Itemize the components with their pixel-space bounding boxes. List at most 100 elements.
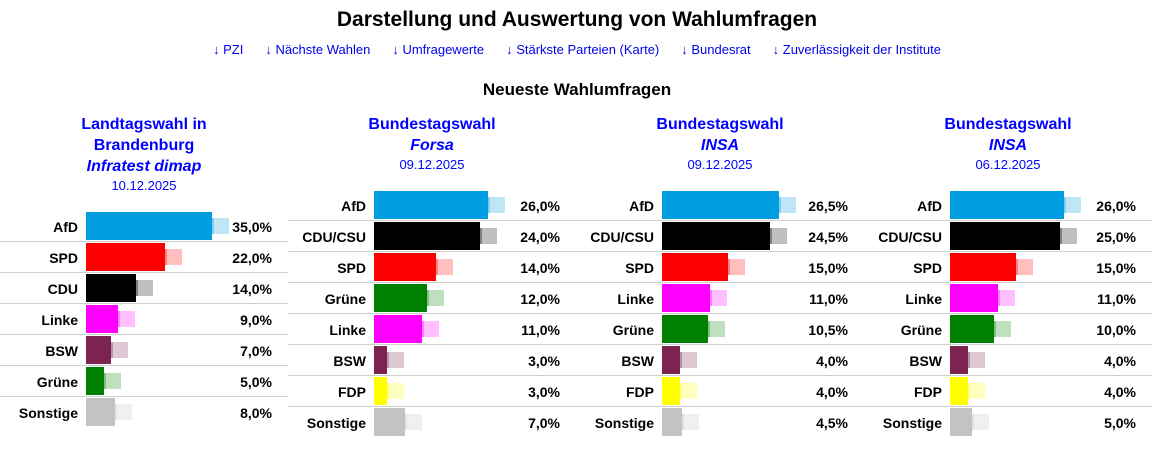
poll-date: 09.12.2025 xyxy=(399,157,465,172)
previous-value-marker-light xyxy=(106,373,121,389)
value-label: 8,0% xyxy=(240,404,272,421)
poll-panel-header: Bundestagswahl INSA 09.12.2025 xyxy=(576,114,864,173)
poll-row: CDU/CSU 25,0% xyxy=(864,221,1152,252)
previous-value-marker xyxy=(475,197,491,213)
party-label: AfD xyxy=(917,197,942,214)
party-label: Grüne xyxy=(36,373,78,390)
previous-value-marker xyxy=(91,373,106,389)
previous-value-marker-light xyxy=(969,352,985,368)
poll-panel: Bundestagswahl INSA 06.12.2025 AfD 26,0% CDU/… xyxy=(864,114,1152,438)
party-label: BSW xyxy=(333,352,366,369)
poll-bar xyxy=(662,222,770,250)
value-label: 4,0% xyxy=(816,352,848,369)
nav-link-bundesrat[interactable]: ↓ Bundesrat xyxy=(681,42,751,57)
party-label: CDU xyxy=(47,280,78,297)
previous-value-marker xyxy=(374,383,390,399)
poll-row: Linke 11,0% xyxy=(288,314,576,345)
bar-cell xyxy=(86,335,232,366)
poll-date: 09.12.2025 xyxy=(687,157,753,172)
bar-cell xyxy=(950,190,1096,221)
value-label: 10,0% xyxy=(1096,321,1136,338)
bar-cell xyxy=(950,407,1096,438)
poll-rows: AfD 26,0% CDU/CSU 24,0% SPD 14,0% Grüne 12,0% Li… xyxy=(288,190,576,438)
party-label: Grüne xyxy=(324,290,366,307)
previous-value-marker xyxy=(695,321,711,337)
previous-value-marker xyxy=(98,342,114,358)
party-label: AfD xyxy=(629,197,654,214)
previous-value-marker-light xyxy=(490,197,506,213)
poll-row: SPD 15,0% xyxy=(864,252,1152,283)
value-label: 4,0% xyxy=(1104,383,1136,400)
poll-bar xyxy=(662,191,779,219)
poll-bar xyxy=(86,243,166,271)
value-label: 7,0% xyxy=(240,342,272,359)
previous-value-marker xyxy=(1051,197,1067,213)
down-arrow-icon: ↓ xyxy=(772,42,780,57)
bar-cell xyxy=(374,252,520,283)
value-label: 7,0% xyxy=(528,414,560,431)
bar-cell xyxy=(86,304,232,335)
previous-value-marker-light xyxy=(389,383,405,399)
party-label: CDU/CSU xyxy=(302,228,366,245)
value-label: 11,0% xyxy=(521,321,560,338)
party-label: Linke xyxy=(329,321,366,338)
poll-bar xyxy=(86,212,212,240)
bar-cell xyxy=(86,273,232,304)
previous-value-marker xyxy=(1047,228,1062,244)
poll-rows: AfD 26,0% CDU/CSU 25,0% SPD 15,0% Linke 11,0% Gr… xyxy=(864,190,1152,438)
value-label: 12,0% xyxy=(520,290,560,307)
bar-cell xyxy=(662,314,808,345)
party-label: SPD xyxy=(337,259,366,276)
bar-cell xyxy=(86,211,232,242)
poll-row: BSW 4,0% xyxy=(864,345,1152,376)
previous-value-marker-light xyxy=(138,280,154,296)
party-label: SPD xyxy=(49,249,78,266)
poll-row: SPD 15,0% xyxy=(576,252,864,283)
value-label: 14,0% xyxy=(232,280,272,297)
bar-cell xyxy=(662,190,808,221)
previous-value-marker-light xyxy=(437,259,453,275)
previous-value-marker-light xyxy=(120,311,136,327)
previous-value-marker xyxy=(422,259,438,275)
previous-value-marker xyxy=(959,414,974,430)
poll-row: Grüne 12,0% xyxy=(288,283,576,314)
nav-link-pzi[interactable]: ↓ PZI xyxy=(212,42,244,57)
previous-value-marker-light xyxy=(424,321,440,337)
poll-row: Grüne 10,5% xyxy=(576,314,864,345)
nav-link-staerkste-parteien-karte[interactable]: ↓ Stärkste Parteien (Karte) xyxy=(506,42,660,57)
nav-link-zuverlaessigkeit-institute[interactable]: ↓ Zuverlässigkeit der Institute xyxy=(772,42,941,57)
poll-institute: Infratest dimap xyxy=(86,158,202,175)
bar-cell xyxy=(950,283,1096,314)
poll-panel-header: Bundestagswahl Forsa 09.12.2025 xyxy=(288,114,576,173)
previous-value-marker xyxy=(985,290,1001,306)
bar-cell xyxy=(374,190,520,221)
bar-cell xyxy=(662,283,808,314)
previous-value-marker xyxy=(123,280,139,296)
party-label: Sonstige xyxy=(594,414,654,431)
poll-title: Bundestagswahl xyxy=(944,116,1072,133)
value-label: 15,0% xyxy=(808,259,848,276)
poll-bar xyxy=(950,222,1060,250)
poll-panel: Bundestagswahl Forsa 09.12.2025 AfD 26,0% CDU… xyxy=(288,114,576,438)
previous-value-marker xyxy=(374,352,390,368)
value-label: 24,5% xyxy=(808,228,848,245)
value-label: 35,0% xyxy=(232,218,272,235)
poll-row: Linke 9,0% xyxy=(0,304,288,335)
poll-date: 06.12.2025 xyxy=(975,157,1041,172)
poll-row: AfD 26,0% xyxy=(288,190,576,221)
previous-value-marker-light xyxy=(406,414,422,430)
section-heading: Neueste Wahlumfragen xyxy=(482,80,672,99)
value-label: 5,0% xyxy=(1104,414,1136,431)
poll-row: Sonstige 7,0% xyxy=(288,407,576,438)
poll-row: Grüne 10,0% xyxy=(864,314,1152,345)
previous-value-marker xyxy=(391,414,407,430)
previous-value-marker xyxy=(1003,259,1018,275)
nav-link-naechste-wahlen[interactable]: ↓ Nächste Wahlen xyxy=(265,42,371,57)
poll-date: 10.12.2025 xyxy=(111,178,177,193)
poll-row: Sonstige 8,0% xyxy=(0,397,288,428)
poll-row: Grüne 5,0% xyxy=(0,366,288,397)
previous-value-marker-light xyxy=(683,414,699,430)
poll-institute: Forsa xyxy=(410,137,454,154)
nav-link-umfragewerte[interactable]: ↓ Umfragewerte xyxy=(392,42,485,57)
previous-value-marker-light xyxy=(771,228,787,244)
